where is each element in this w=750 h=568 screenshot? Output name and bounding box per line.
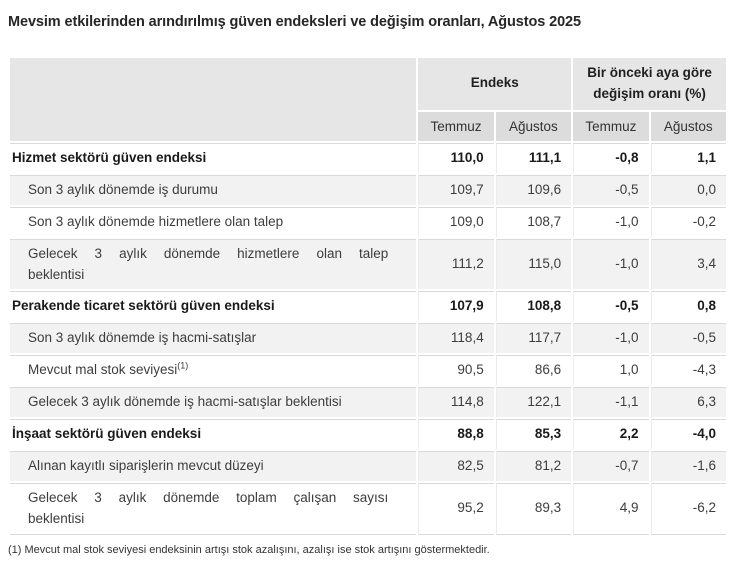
value-cell: 81,2 — [495, 451, 572, 481]
value-cell: 118,4 — [418, 323, 494, 354]
subheader-change-agustos: Ağustos — [650, 111, 726, 141]
row-label-line2: beklentisi — [28, 266, 85, 282]
value-cell: -0,5 — [650, 323, 726, 354]
header-month-row: Temmuz Ağustos Temmuz Ağustos — [10, 111, 726, 141]
header-group-row: Endeks Bir önceki aya göre değişim oranı… — [10, 58, 726, 141]
value-cell: -0,5 — [573, 174, 649, 205]
value-cell: 111,1 — [495, 142, 572, 173]
value-cell: -4,3 — [650, 355, 726, 386]
table-header: Endeks Bir önceki aya göre değişim oranı… — [10, 58, 726, 141]
table-row: Gelecek 3 aylık dönemde toplam çalışan s… — [10, 482, 726, 535]
value-cell: 117,7 — [495, 323, 572, 354]
table-row: Gelecek 3 aylık dönemde iş hacmi-satışla… — [10, 387, 726, 418]
value-cell: -1,6 — [650, 451, 726, 481]
value-cell: -0,5 — [573, 291, 649, 322]
value-cell: 109,0 — [418, 206, 494, 237]
col-group-endeks: Endeks — [418, 58, 572, 110]
value-cell: 110,0 — [418, 142, 494, 173]
section-row-hizmet: Hizmet sektörü güven endeksi 110,0 111,1… — [10, 142, 726, 173]
subheader-endeks-temmuz: Temmuz — [418, 111, 494, 141]
value-cell: 122,1 — [495, 387, 572, 418]
page-title: Mevsim etkilerinden arındırılmış güven e… — [8, 14, 581, 30]
value-cell: 109,7 — [418, 174, 494, 205]
value-cell: 6,3 — [650, 387, 726, 418]
row-label-line1: Gelecek 3 aylık dönemde toplam çalışan s… — [28, 489, 389, 505]
value-cell: 89,3 — [495, 482, 572, 535]
table-row: Son 3 aylık dönemde hizmetlere olan tale… — [10, 206, 726, 237]
value-cell: -0,8 — [573, 142, 649, 173]
value-cell: 114,8 — [418, 387, 494, 418]
confidence-index-table: Endeks Bir önceki aya göre değişim oranı… — [8, 56, 728, 537]
value-cell: -1,0 — [573, 238, 649, 290]
value-cell: 95,2 — [418, 482, 494, 535]
value-cell: 86,6 — [495, 355, 572, 386]
value-cell: -6,2 — [650, 482, 726, 535]
value-cell: 108,7 — [495, 206, 572, 237]
value-cell: 3,4 — [650, 238, 726, 290]
row-label: Son 3 aylık dönemde hizmetlere olan tale… — [10, 206, 417, 237]
value-cell: 1,1 — [650, 142, 726, 173]
row-label-line2: beklentisi — [28, 510, 85, 526]
value-cell: -0,7 — [573, 451, 649, 481]
value-cell: -1,0 — [573, 323, 649, 354]
row-label: Perakende ticaret sektörü güven endeksi — [10, 291, 417, 322]
table-row: Son 3 aylık dönemde iş hacmi-satışlar 11… — [10, 323, 726, 354]
row-label: İnşaat sektörü güven endeksi — [10, 419, 417, 450]
value-cell: 85,3 — [495, 419, 572, 450]
value-cell: -0,2 — [650, 206, 726, 237]
table-row: Gelecek 3 aylık dönemde hizmetlere olan … — [10, 238, 726, 290]
value-cell: 109,6 — [495, 174, 572, 205]
table-footnote: (1) Mevcut mal stok seviyesi endeksinin … — [8, 543, 490, 556]
value-cell: 1,0 — [573, 355, 649, 386]
value-cell: -1,0 — [573, 206, 649, 237]
row-label: Gelecek 3 aylık dönemde iş hacmi-satışla… — [10, 387, 417, 418]
value-cell: 0,8 — [650, 291, 726, 322]
row-label: Alınan kayıtlı siparişlerin mevcut düzey… — [10, 451, 417, 481]
row-label: Hizmet sektörü güven endeksi — [10, 142, 417, 173]
value-cell: -1,1 — [573, 387, 649, 418]
value-cell: 88,8 — [418, 419, 494, 450]
table-body: Hizmet sektörü güven endeksi 110,0 111,1… — [10, 142, 726, 535]
table-row: Mevcut mal stok seviyesi(1) 90,5 86,6 1,… — [10, 355, 726, 386]
value-cell: 0,0 — [650, 174, 726, 205]
section-row-insaat: İnşaat sektörü güven endeksi 88,8 85,3 2… — [10, 419, 726, 450]
row-label: Gelecek 3 aylık dönemde hizmetlere olan … — [10, 238, 417, 290]
footnote-marker: (1) — [177, 360, 189, 371]
row-label-line1: Gelecek 3 aylık dönemde hizmetlere olan … — [28, 245, 389, 261]
section-row-perakende: Perakende ticaret sektörü güven endeksi … — [10, 291, 726, 322]
table-row: Son 3 aylık dönemde iş durumu 109,7 109,… — [10, 174, 726, 205]
value-cell: 108,8 — [495, 291, 572, 322]
row-label: Mevcut mal stok seviyesi(1) — [10, 355, 417, 386]
value-cell: 4,9 — [573, 482, 649, 535]
value-cell: 90,5 — [418, 355, 494, 386]
value-cell: 107,9 — [418, 291, 494, 322]
subheader-endeks-agustos: Ağustos — [495, 111, 572, 141]
value-cell: 115,0 — [495, 238, 572, 290]
value-cell: 82,5 — [418, 451, 494, 481]
row-label: Gelecek 3 aylık dönemde toplam çalışan s… — [10, 482, 417, 535]
row-label: Son 3 aylık dönemde iş durumu — [10, 174, 417, 205]
value-cell: 111,2 — [418, 238, 494, 290]
corner-cell — [10, 58, 417, 141]
value-cell: -4,0 — [650, 419, 726, 450]
value-cell: 2,2 — [573, 419, 649, 450]
col-group-monthly-change: Bir önceki aya göre değişim oranı (%) — [573, 58, 726, 110]
row-label-text: Mevcut mal stok seviyesi — [28, 362, 178, 378]
table-row: Alınan kayıtlı siparişlerin mevcut düzey… — [10, 451, 726, 481]
subheader-change-temmuz: Temmuz — [573, 111, 649, 141]
row-label: Son 3 aylık dönemde iş hacmi-satışlar — [10, 323, 417, 354]
